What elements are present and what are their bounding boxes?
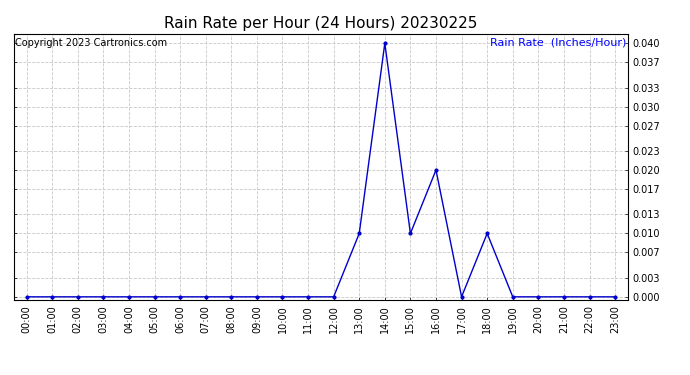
Title: Rain Rate per Hour (24 Hours) 20230225: Rain Rate per Hour (24 Hours) 20230225 — [164, 16, 477, 31]
Text: Copyright 2023 Cartronics.com: Copyright 2023 Cartronics.com — [15, 38, 167, 48]
Text: Rain Rate  (Inches/Hour): Rain Rate (Inches/Hour) — [491, 38, 627, 48]
